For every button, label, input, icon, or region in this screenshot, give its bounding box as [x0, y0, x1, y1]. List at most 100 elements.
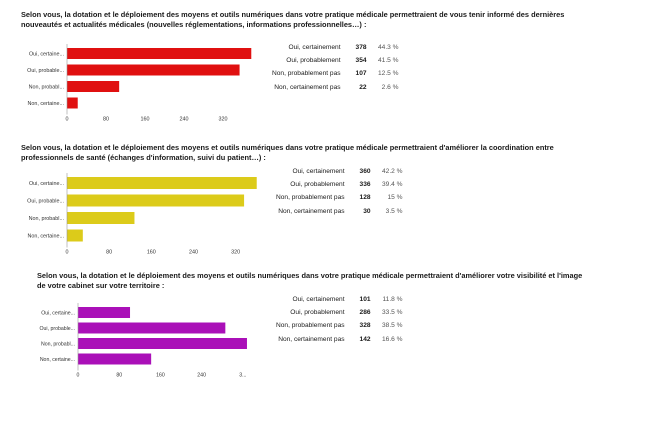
stats-percent: 3.5 % — [385, 207, 403, 215]
stats-count: 128 — [359, 194, 371, 202]
bar — [67, 229, 83, 242]
stats-row: Non, certainement pas 30 3.5 % — [276, 207, 403, 221]
stats-label: Oui, probablement — [290, 181, 345, 189]
stats-count: 107 — [355, 70, 367, 78]
stats-percent: 41.5 % — [378, 57, 399, 65]
x-tick-label: 320 — [219, 117, 228, 123]
stats-count: 30 — [363, 207, 371, 215]
stats-row: Non, certainement pas 142 16.6 % — [276, 335, 403, 349]
bar — [67, 177, 257, 189]
stats-percent: 33.5 % — [382, 309, 403, 317]
bar — [67, 212, 135, 224]
question-title-1: Selon vous, la dotation et le déploiemen… — [21, 10, 564, 29]
x-tick-label: 160 — [156, 373, 165, 379]
question-title-2: Selon vous, la dotation et le déploiemen… — [21, 143, 554, 162]
x-tick-label: 80 — [116, 373, 122, 379]
stats-row: Oui, certainement 378 44.3 % — [272, 44, 399, 57]
x-tick-label: 0 — [66, 117, 69, 123]
bar — [67, 194, 245, 207]
stats-count: 360 — [359, 168, 371, 175]
stats-label: Non, probablement pas — [272, 70, 341, 78]
stats-count: 378 — [355, 44, 367, 51]
stats-percent: 44.3 % — [378, 44, 399, 51]
question-title-line: Selon vous, la dotation et le déploiemen… — [21, 143, 554, 152]
x-tick-label: 320 — [231, 250, 240, 256]
stats-row: Non, certainement pas 22 2.6 % — [272, 83, 399, 97]
bar — [78, 338, 247, 349]
stats-count: 22 — [359, 83, 367, 91]
stats-percent: 12.5 % — [378, 70, 399, 78]
x-tick-label: 3... — [239, 373, 246, 379]
stats-count: 101 — [359, 296, 371, 303]
category-label: Non, certaine... — [27, 101, 64, 107]
category-label: Non, probabl... — [41, 342, 75, 348]
stats-count: 328 — [359, 322, 371, 330]
category-label: Non, probabl... — [29, 85, 64, 91]
bar — [67, 81, 120, 92]
stats-percent: 11.8 % — [382, 296, 403, 303]
stats-percent: 42.2 % — [382, 168, 403, 175]
bar — [78, 307, 131, 318]
x-tick-label: 240 — [180, 117, 189, 123]
stats-count: 286 — [359, 309, 371, 317]
stats-row: Non, probablement pas 107 12.5 % — [272, 70, 399, 83]
category-label: Oui, certaine... — [29, 181, 64, 187]
stats-label: Non, certainement pas — [278, 335, 345, 343]
x-tick-label: 80 — [103, 117, 109, 123]
stats-row: Oui, probablement 354 41.5 % — [272, 57, 399, 70]
stats-label: Non, probablement pas — [276, 194, 345, 202]
stats-table-1: Oui, certainement 378 44.3 % Oui, probablem… — [272, 44, 399, 97]
stats-row: Oui, probablement 336 39.4 % — [276, 181, 403, 194]
category-label: Non, certaine... — [27, 234, 64, 240]
question-title-line: Selon vous, la dotation et le déploiemen… — [37, 271, 583, 280]
stats-table-2: Oui, certainement 360 42.2 % Oui, probablem… — [276, 168, 403, 221]
category-label: Oui, probable... — [27, 68, 64, 74]
stats-row: Oui, probablement 286 33.5 % — [276, 309, 403, 322]
x-tick-label: 240 — [189, 250, 198, 256]
stats-count: 336 — [359, 181, 371, 189]
stats-table-3: Oui, certainement 101 11.8 % Oui, probablem… — [276, 296, 403, 349]
stats-label: Oui, probablement — [286, 57, 341, 65]
question-title-3: Selon vous, la dotation et le déploiemen… — [37, 271, 582, 290]
stats-percent: 38.5 % — [382, 322, 403, 330]
category-label: Non, certaine... — [40, 357, 75, 363]
stats-percent: 16.6 % — [382, 335, 403, 343]
stats-label: Non, certainement pas — [274, 83, 341, 91]
stats-label: Non, probablement pas — [276, 322, 345, 330]
stats-row: Oui, certainement 360 42.2 % — [276, 168, 403, 181]
stats-percent: 15 % — [387, 194, 403, 202]
stats-percent: 39.4 % — [382, 181, 403, 189]
stats-label: Oui, certainement — [292, 296, 345, 303]
bar-chart-1: Oui, certaine... Oui, probable... Non, pro… — [27, 44, 252, 123]
x-tick-label: 240 — [197, 373, 206, 379]
x-tick-label: 0 — [66, 250, 69, 256]
bar — [67, 48, 252, 59]
question-title-line: nouveautés et actualités médicales (nouv… — [21, 19, 367, 29]
x-tick-label: 0 — [77, 373, 80, 379]
stats-row: Oui, certainement 101 11.8 % — [276, 296, 403, 309]
category-label: Oui, certaine... — [29, 52, 64, 58]
question-title-line: professionnels de santé (échanges d'info… — [21, 152, 266, 162]
category-label: Oui, probable... — [40, 326, 75, 332]
stats-label: Non, certainement pas — [278, 207, 345, 215]
stats-row: Non, probablement pas 328 38.5 % — [276, 322, 403, 335]
question-title-line: Selon vous, la dotation et le déploiemen… — [21, 10, 565, 19]
stats-percent: 2.6 % — [381, 83, 399, 91]
bar — [78, 353, 152, 365]
bar — [78, 322, 226, 334]
category-label: Oui, certaine... — [41, 311, 75, 317]
stats-label: Oui, certainement — [292, 168, 345, 175]
x-tick-label: 160 — [147, 250, 156, 256]
stats-count: 354 — [355, 57, 367, 65]
x-tick-label: 160 — [141, 117, 150, 123]
category-label: Non, probabl... — [29, 216, 64, 222]
stats-label: Oui, probablement — [290, 309, 345, 317]
bar — [67, 64, 240, 76]
stats-label: Oui, certainement — [288, 44, 341, 51]
x-tick-label: 80 — [106, 250, 112, 256]
bar-chart-3: Oui, certaine... Oui, probable... Non, pro… — [40, 303, 247, 379]
bar-chart-2: Oui, certaine... Oui, probable... Non, pro… — [27, 173, 257, 256]
stats-count: 142 — [359, 335, 371, 343]
bar — [67, 97, 78, 109]
stats-row: Non, probablement pas 128 15 % — [276, 194, 403, 207]
